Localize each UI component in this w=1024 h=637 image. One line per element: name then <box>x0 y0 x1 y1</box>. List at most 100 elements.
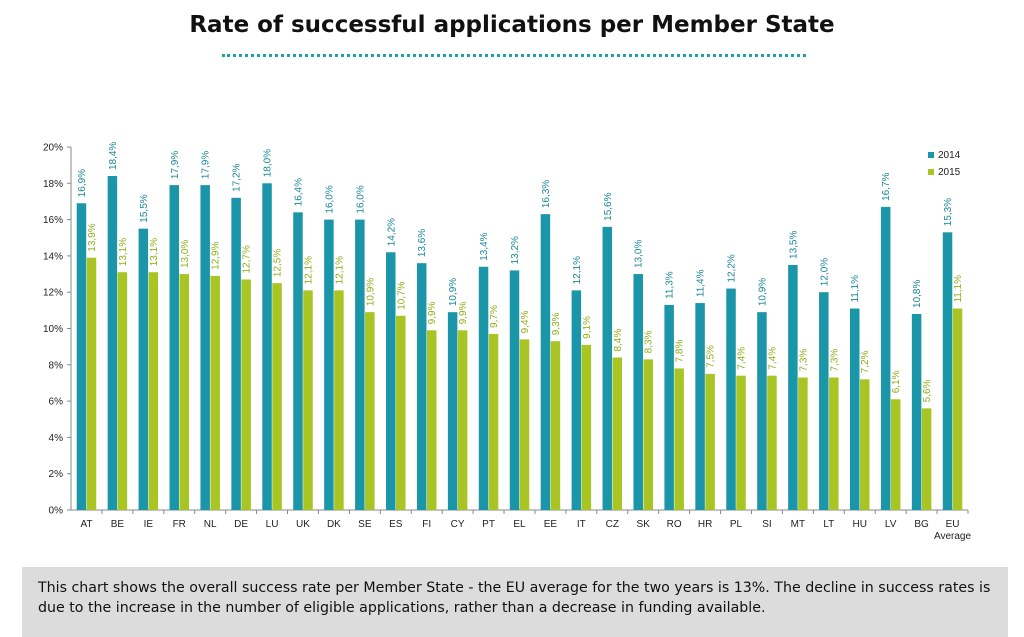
value-label-2014: 13,0% <box>634 240 645 268</box>
bar-2015 <box>241 279 251 510</box>
bar-2015 <box>457 330 468 510</box>
x-tick-label: FI <box>422 519 431 530</box>
y-tick-label: 0% <box>49 506 64 517</box>
chart-title: Rate of successful applications per Memb… <box>189 12 835 38</box>
bar-2014 <box>262 183 272 511</box>
value-label-2015: 13,9% <box>87 223 98 251</box>
value-label-2015: 7,8% <box>675 340 686 363</box>
y-tick-label: 8% <box>49 360 64 371</box>
bar-2014 <box>880 206 891 510</box>
y-axis: 0% 2% 4% 6% 8% 10% 12% 14% 16% 18% 20% <box>43 143 72 517</box>
bar-2015 <box>674 368 684 510</box>
value-label-2014: 15,6% <box>603 192 614 220</box>
value-label-2014: 10,9% <box>757 278 768 306</box>
bar-2015 <box>519 339 530 510</box>
x-tick-label: EU Average <box>934 519 972 542</box>
value-label-2015: 9,1% <box>582 316 593 339</box>
legend-swatch-2014 <box>928 152 934 158</box>
x-tick-label: BG <box>914 519 929 530</box>
bar-2014 <box>138 228 149 511</box>
bar-2014 <box>355 219 365 510</box>
value-label-2014: 12,0% <box>819 258 830 286</box>
value-label-2015: 7,3% <box>798 349 809 372</box>
legend-label-2014: 2014 <box>938 150 961 161</box>
bar-2014 <box>664 304 674 510</box>
value-label-2015: 9,9% <box>458 301 469 324</box>
bar-2015 <box>859 379 870 510</box>
y-tick-label: 12% <box>43 288 63 299</box>
value-label-2014: 18,4% <box>108 142 119 170</box>
value-label-2015: 13,0% <box>180 240 191 268</box>
x-tick-label: EL <box>513 519 526 530</box>
bar-2015 <box>365 312 375 510</box>
y-tick-label: 6% <box>49 397 64 408</box>
bar-2014 <box>695 303 705 510</box>
value-label-2014: 16,9% <box>77 169 88 197</box>
x-tick-label: HU <box>853 519 867 530</box>
value-label-2014: 16,4% <box>293 178 304 206</box>
y-tick-label: 16% <box>43 215 63 226</box>
value-label-2014: 10,8% <box>912 280 923 308</box>
value-label-2014: 17,9% <box>170 151 181 179</box>
x-tick-label: ES <box>389 519 403 530</box>
bar-2014 <box>602 226 613 511</box>
bar-2015 <box>86 257 97 510</box>
x-tick-label: HR <box>698 519 712 530</box>
bar-2014 <box>107 176 118 511</box>
value-label-2014: 17,2% <box>232 163 243 191</box>
bar-2014 <box>416 263 427 510</box>
x-tick-label: LT <box>823 519 834 530</box>
bar-2014 <box>633 274 643 510</box>
legend-label-2015: 2015 <box>938 167 961 178</box>
value-label-2015: 11,1% <box>953 275 964 303</box>
value-label-2014: 11,4% <box>696 269 707 297</box>
value-label-2015: 12,1% <box>334 256 345 284</box>
legend: 2014 2015 <box>928 150 961 178</box>
value-label-2015: 7,2% <box>860 350 871 373</box>
bar-2015 <box>148 272 159 510</box>
bar-2014 <box>478 266 489 510</box>
bar-2014 <box>819 292 829 510</box>
bar-2015 <box>426 330 437 510</box>
bar-2014 <box>540 214 551 510</box>
x-tick-label: PL <box>730 519 743 530</box>
bar-2015 <box>272 283 282 510</box>
bar-2015 <box>179 274 190 510</box>
bar-2015 <box>303 290 313 510</box>
bar-2014 <box>293 212 303 510</box>
bar-2015 <box>921 408 932 510</box>
value-label-2014: 15,3% <box>943 198 954 226</box>
x-tick-label: SK <box>637 519 651 530</box>
value-label-2014: 16,0% <box>355 185 366 213</box>
value-label-2015: 9,3% <box>551 312 562 335</box>
x-tick-label: CZ <box>606 519 619 530</box>
bar-2014 <box>788 264 798 510</box>
bar-2014 <box>942 232 953 510</box>
bar-2015 <box>210 275 220 510</box>
caption-box: This chart shows the overall success rat… <box>22 567 1008 637</box>
value-label-2014: 12,2% <box>727 254 738 282</box>
value-label-2015: 12,7% <box>242 245 253 273</box>
value-label-2015: 12,5% <box>273 249 284 277</box>
bar-2014 <box>757 312 767 510</box>
bar-2015 <box>643 359 653 510</box>
value-label-2014: 16,3% <box>541 180 552 208</box>
x-tick-label: LV <box>885 519 897 530</box>
y-tick-label: 10% <box>43 324 63 335</box>
bar-2015 <box>117 272 128 510</box>
x-axis: AT BE IE FR NL DE LU UK DK SE ES FI CY PT EL EE IT CZ SK RO… <box>71 509 972 542</box>
bar-2015 <box>550 341 561 510</box>
value-label-2014: 13,6% <box>417 229 428 257</box>
bar-2015 <box>952 308 963 510</box>
value-label-2015: 7,3% <box>829 349 840 372</box>
bar-2014 <box>849 308 860 510</box>
value-label-2015: 9,7% <box>489 305 500 328</box>
x-tick-label: DK <box>327 519 341 530</box>
x-tick-label: UK <box>296 519 310 530</box>
value-label-2014: 13,5% <box>788 231 799 259</box>
caption-text: This chart shows the overall success rat… <box>38 580 991 616</box>
bar-2015 <box>890 399 901 510</box>
x-tick-label: DE <box>234 519 248 530</box>
value-label-2014: 10,9% <box>448 278 459 306</box>
value-label-2015: 7,5% <box>706 345 717 368</box>
